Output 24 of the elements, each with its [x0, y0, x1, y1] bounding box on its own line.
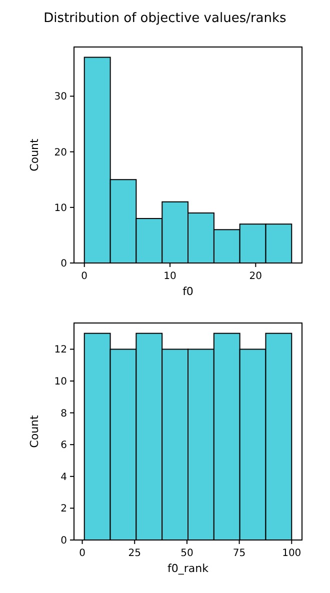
y-axis-title: Count — [28, 414, 41, 448]
x-tick-label: 75 — [232, 548, 246, 559]
y-tick-label: 8 — [60, 408, 67, 420]
y-tick-label: 0 — [60, 536, 67, 546]
x-tick-label: 100 — [282, 548, 302, 559]
x-axis-title: f0 — [182, 285, 194, 298]
y-tick-label: 12 — [54, 344, 67, 356]
y-tick-label: 0 — [60, 258, 67, 270]
x-tick-label: 25 — [128, 548, 141, 559]
y-tick-label: 6 — [60, 440, 67, 452]
x-tick-label: 0 — [81, 271, 88, 282]
y-tick-label: 10 — [54, 376, 67, 388]
x-tick-label: 20 — [249, 271, 262, 282]
x-tick-label: 10 — [164, 271, 176, 282]
y-tick-label: 2 — [60, 504, 67, 515]
y-tick-label: 20 — [54, 147, 67, 158]
y-tick-label: 4 — [60, 472, 67, 483]
y-tick-label: 10 — [54, 202, 67, 214]
x-tick-label: 0 — [79, 548, 86, 559]
chart-title: Distribution of objective values/ranks — [44, 11, 287, 26]
x-tick-label: 50 — [180, 548, 194, 559]
y-tick-label: 30 — [54, 92, 67, 103]
x-axis-title: f0_rank — [168, 562, 210, 575]
y-axis-title: Count — [28, 138, 41, 172]
